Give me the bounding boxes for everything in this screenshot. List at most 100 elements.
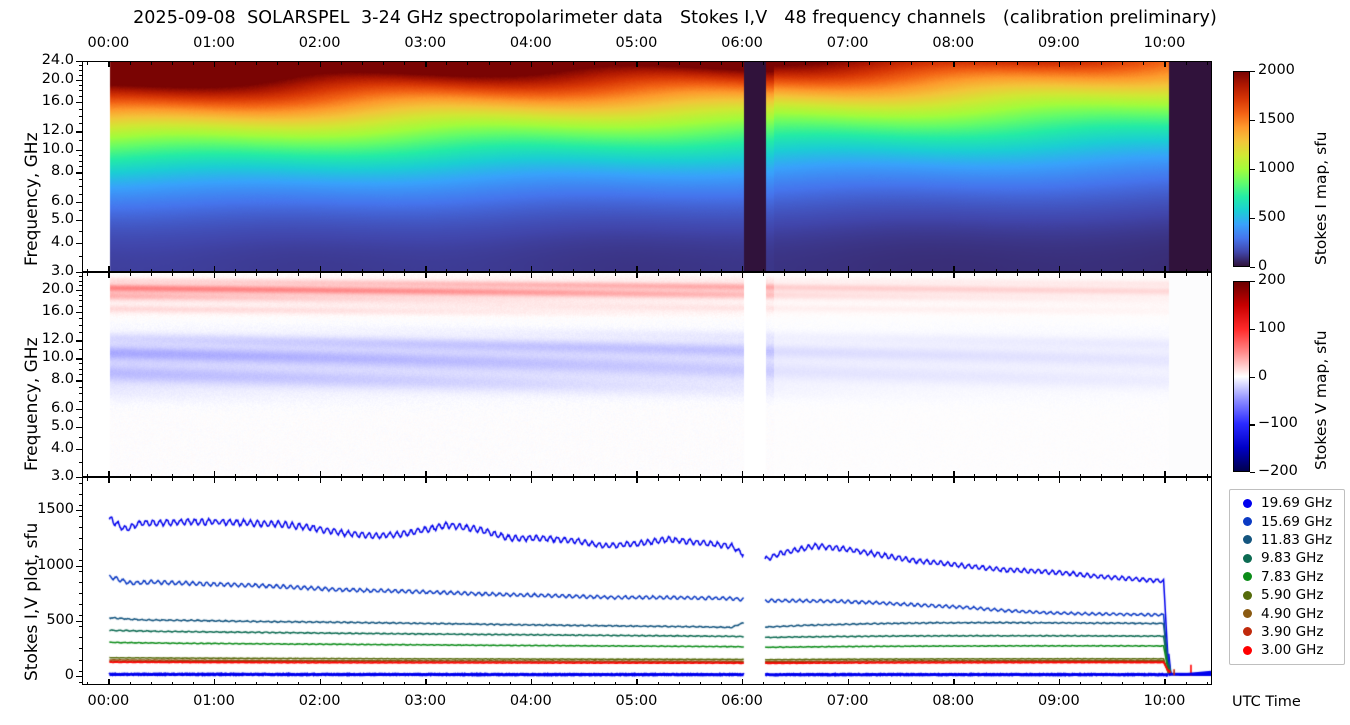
x-axis-minor-tick [932, 473, 934, 477]
y-axis-tick [76, 510, 82, 512]
x-axis-minor-tick [699, 268, 701, 272]
y-axis-tick-label: 8.0 [50, 163, 74, 180]
x-axis-minor-tick [720, 681, 722, 685]
y-axis-minor-tick [78, 79, 82, 81]
x-axis-minor-tick [488, 268, 490, 272]
x-axis-minor-tick [382, 272, 384, 276]
y-axis-minor-tick [78, 140, 82, 142]
stokes-v-colorbar-tick-label: 200 [1258, 272, 1286, 288]
legend-item[interactable]: 3.90 GHz [1235, 623, 1338, 641]
x-axis-minor-tick [129, 477, 131, 481]
x-axis-minor-tick [340, 473, 342, 477]
x-axis-tick-label: 09:00 [1037, 35, 1080, 51]
x-axis-minor-tick [720, 477, 722, 481]
x-axis-minor-tick [678, 473, 680, 477]
x-axis-minor-tick [974, 473, 976, 477]
legend-marker-icon [1243, 517, 1252, 527]
x-axis-tick [319, 679, 321, 685]
x-axis-minor-tick [573, 473, 575, 477]
x-axis-tick [108, 266, 110, 272]
y-axis-minor-tick [78, 626, 82, 628]
x-axis-minor-tick [826, 473, 828, 477]
x-axis-minor-tick [256, 473, 258, 477]
x-axis-minor-tick [361, 272, 363, 276]
x-axis-minor-tick [1101, 473, 1103, 477]
x-axis-minor-tick [382, 268, 384, 272]
y-axis-minor-tick [78, 305, 82, 307]
x-axis-minor-tick [488, 272, 490, 276]
x-axis-tick [847, 679, 849, 685]
y-axis-minor-tick [78, 272, 82, 273]
x-axis-minor-tick [551, 681, 553, 685]
legend-item[interactable]: 15.69 GHz [1235, 512, 1338, 530]
y-axis-minor-tick [78, 256, 82, 258]
legend-item[interactable]: 4.90 GHz [1235, 604, 1338, 622]
y-axis-minor-tick [78, 90, 82, 92]
x-axis-minor-tick [382, 473, 384, 477]
x-axis-minor-tick [488, 681, 490, 685]
x-axis-minor-tick [150, 681, 152, 685]
legend-item[interactable]: 3.00 GHz [1235, 641, 1338, 659]
x-axis-minor-tick [171, 473, 173, 477]
y-axis-minor-tick [78, 220, 82, 222]
y-axis-minor-tick [78, 681, 82, 683]
x-axis-minor-tick [1079, 61, 1081, 65]
x-axis-minor-tick [404, 473, 406, 477]
x-axis-minor-tick [720, 473, 722, 477]
x-axis-minor-tick [657, 477, 659, 481]
x-axis-minor-tick [1037, 681, 1039, 685]
x-axis-tick [425, 272, 427, 278]
legend-marker-icon [1243, 535, 1252, 545]
stokes-i-colorbar-tick-label: 1000 [1258, 160, 1295, 176]
y-axis-tick [76, 311, 82, 314]
x-axis-tick [742, 679, 744, 685]
x-axis-tick [214, 272, 216, 278]
legend-marker-icon [1243, 553, 1252, 563]
legend-item[interactable]: 9.83 GHz [1235, 549, 1338, 567]
x-axis-minor-tick [382, 477, 384, 481]
x-axis-tick [214, 61, 216, 67]
stokes-v-colorbar-label: Stokes V map, sfu [1312, 330, 1330, 470]
x-axis-tick [319, 471, 321, 477]
x-axis-minor-tick [551, 268, 553, 272]
x-axis-minor-tick [361, 61, 363, 65]
x-axis-minor-tick [1185, 473, 1187, 477]
x-axis-minor-tick [1185, 268, 1187, 272]
x-axis-minor-tick [594, 61, 596, 65]
x-axis-minor-tick [720, 61, 722, 65]
y-axis-tick-label: 3.0 [50, 468, 74, 484]
legend-item-label: 15.69 GHz [1261, 513, 1333, 530]
y-axis-minor-tick [78, 437, 82, 439]
legend-item[interactable]: 11.83 GHz [1235, 531, 1338, 549]
y-axis-minor-tick [78, 358, 82, 360]
x-axis-tick [319, 61, 321, 67]
x-axis-minor-tick [467, 473, 469, 477]
x-axis-tick [953, 477, 955, 483]
y-axis-tick [76, 676, 82, 678]
x-axis-tick [847, 272, 849, 278]
y-axis-tick-label: 8.0 [50, 371, 74, 388]
legend-item[interactable]: 7.83 GHz [1235, 568, 1338, 586]
x-axis-minor-tick [404, 681, 406, 685]
x-axis-minor-tick [932, 268, 934, 272]
y-axis-tick [76, 61, 82, 63]
x-axis-tick [1058, 477, 1061, 483]
x-axis-tick-label: 01:00 [193, 35, 235, 51]
legend-marker-icon [1243, 498, 1252, 508]
x-axis-minor-tick [1079, 268, 1081, 272]
y-axis-minor-tick [78, 408, 82, 410]
x-axis-minor-tick [467, 681, 469, 685]
legend-item-label: 3.90 GHz [1261, 623, 1324, 640]
y-axis-tick-label: 20.0 [41, 70, 74, 87]
y-axis-minor-tick [78, 186, 82, 188]
stokes-i-colorbar-tick [1250, 218, 1255, 220]
legend-item[interactable]: 19.69 GHz [1235, 494, 1338, 512]
x-axis-tick [847, 61, 849, 67]
stokes-i-colorbar-tick [1250, 267, 1255, 269]
legend-item[interactable]: 5.90 GHz [1235, 586, 1338, 604]
x-axis-minor-tick [805, 61, 807, 65]
x-axis-minor-tick [467, 268, 469, 272]
x-axis-tick [1058, 61, 1061, 67]
stokes-v-colorbar-tick-label: 0 [1258, 367, 1268, 384]
x-axis-minor-tick [1037, 473, 1039, 477]
